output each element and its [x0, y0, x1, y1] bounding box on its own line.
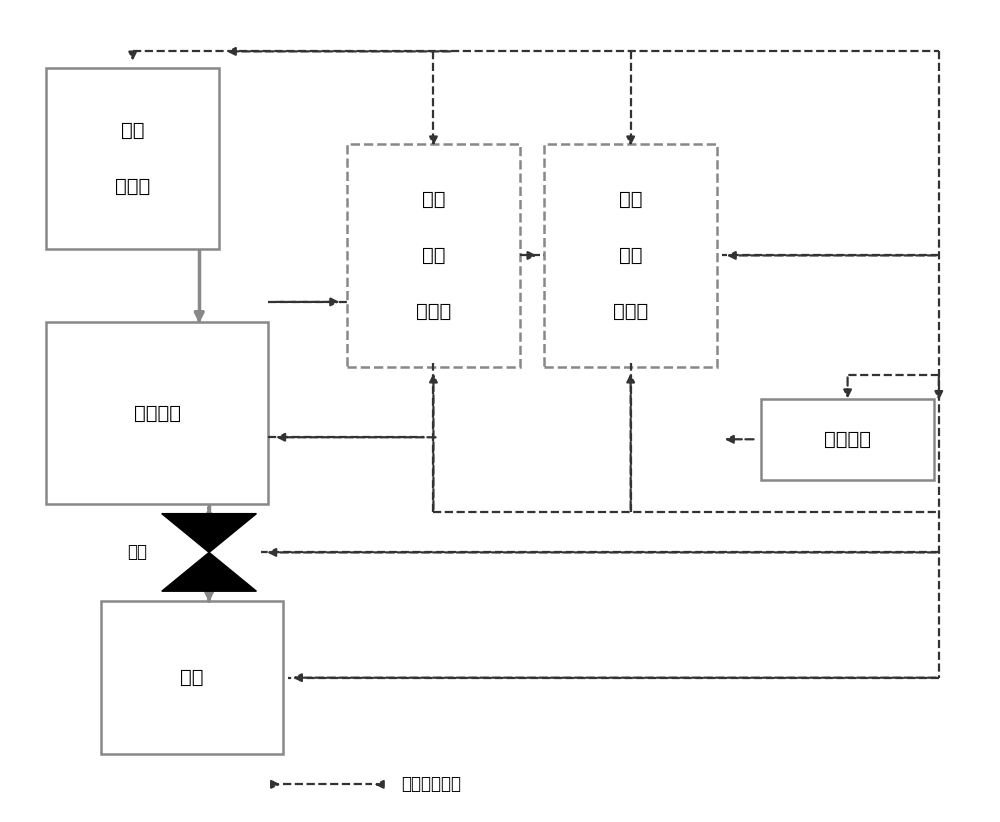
FancyBboxPatch shape: [46, 67, 219, 249]
Text: 程序通信路线: 程序通信路线: [401, 775, 461, 793]
Text: 工作系统: 工作系统: [824, 430, 871, 449]
FancyBboxPatch shape: [544, 145, 717, 367]
Text: 清洗

校正

计数器: 清洗 校正 计数器: [416, 190, 451, 321]
Text: 气体

显示屏: 气体 显示屏: [115, 121, 150, 196]
Text: 漏率

校正

计数器: 漏率 校正 计数器: [613, 190, 648, 321]
Text: 阀门: 阀门: [127, 543, 147, 561]
FancyBboxPatch shape: [46, 322, 268, 504]
FancyBboxPatch shape: [101, 601, 283, 755]
FancyBboxPatch shape: [347, 145, 520, 367]
FancyBboxPatch shape: [761, 399, 934, 480]
Polygon shape: [162, 552, 256, 591]
Polygon shape: [162, 514, 256, 552]
Text: 真空腔体: 真空腔体: [134, 404, 181, 423]
Text: 泵体: 泵体: [180, 668, 204, 687]
